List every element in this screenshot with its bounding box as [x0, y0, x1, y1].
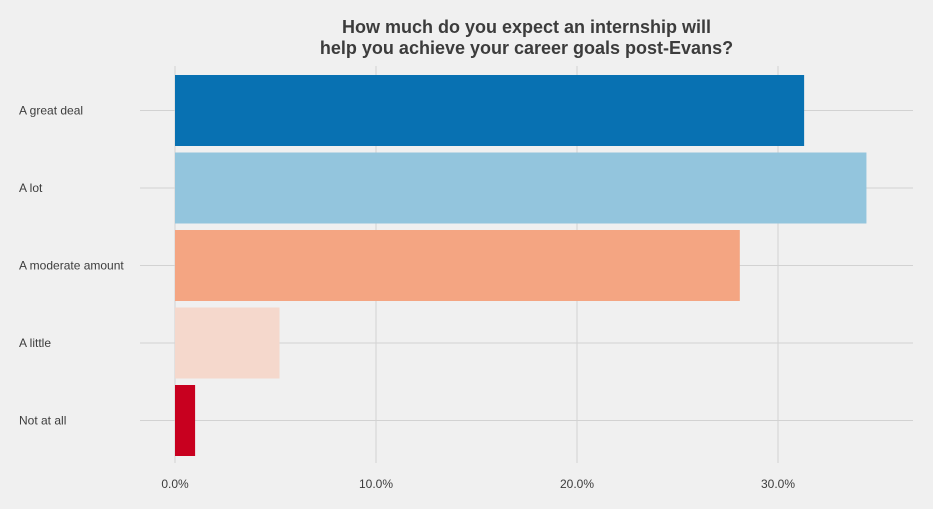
- bar: [175, 152, 867, 224]
- category-label: A great deal: [19, 104, 83, 118]
- x-tick-label: 0.0%: [161, 477, 189, 491]
- category-label: A moderate amount: [19, 259, 124, 273]
- bar: [175, 75, 805, 146]
- chart-title-line-1: How much do you expect an internship wil…: [341, 17, 712, 37]
- bar: [175, 385, 196, 456]
- x-tick-label: 30.0%: [761, 477, 795, 491]
- chart-title-line-2: help you achieve your career goals post-…: [319, 38, 734, 58]
- bar: [175, 230, 740, 301]
- x-tick-label: 10.0%: [359, 477, 393, 491]
- chart-title: How much do you expect an internship wil…: [140, 17, 913, 59]
- category-label: A little: [19, 336, 51, 350]
- category-label: A lot: [19, 181, 43, 195]
- x-tick-label: 20.0%: [560, 477, 594, 491]
- category-label: Not at all: [19, 414, 66, 428]
- bar: [175, 307, 280, 379]
